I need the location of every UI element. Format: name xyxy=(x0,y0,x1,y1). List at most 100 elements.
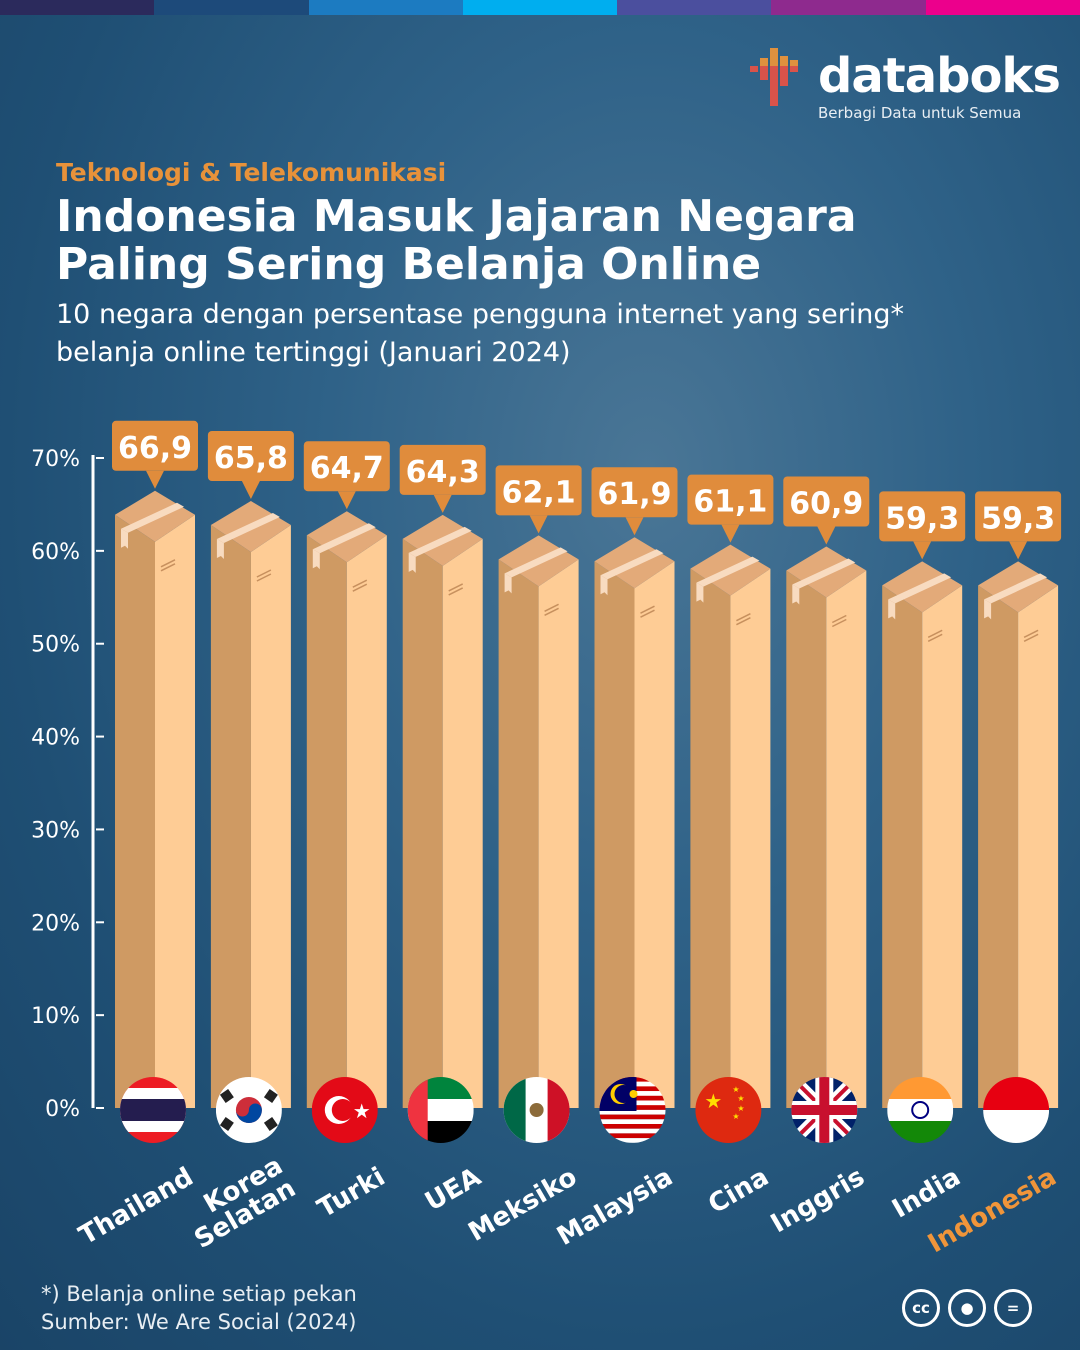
top-color-bar xyxy=(0,0,1080,15)
category-label-text: UEA xyxy=(420,1162,486,1217)
fragile-label-icon xyxy=(927,629,943,639)
flag-part xyxy=(263,1089,278,1103)
flag-part xyxy=(331,1099,354,1121)
fragile-label-icon xyxy=(160,559,176,568)
flag-part: ★ xyxy=(732,1112,739,1121)
box-left-face xyxy=(882,585,923,1108)
box-tape xyxy=(504,573,512,594)
fragile-label-icon xyxy=(1023,633,1039,643)
value-label: 66,9 xyxy=(118,431,192,466)
box-right-face xyxy=(346,535,387,1108)
fragile-label-icon xyxy=(1023,629,1039,639)
category-label-text: Thailand xyxy=(74,1162,198,1251)
fragile-label-icon xyxy=(831,614,847,624)
box-tape xyxy=(600,549,664,580)
value-label-pointer xyxy=(1009,541,1028,560)
y-tick-label: 40% xyxy=(31,726,80,751)
value-label: 64,3 xyxy=(406,455,480,490)
cc-icon: cc xyxy=(902,1289,940,1327)
flag-part xyxy=(599,1133,666,1139)
flag-part: ★ xyxy=(704,1089,722,1113)
gb-flag-icon xyxy=(791,1077,858,1143)
value-label-bubble xyxy=(207,431,294,481)
y-tick-label: 20% xyxy=(31,911,80,936)
box-left-face xyxy=(786,570,827,1108)
box-left-face xyxy=(402,538,443,1108)
value-label-bubble xyxy=(399,444,486,495)
fragile-label-icon xyxy=(640,605,655,614)
flag-part: ★ xyxy=(732,1085,739,1094)
fragile-label-icon xyxy=(831,618,847,628)
bar-inggris: 60,9 Inggris xyxy=(766,476,870,1239)
box-right-face xyxy=(442,538,483,1108)
box-right-face xyxy=(155,514,195,1108)
box-right-face xyxy=(1018,585,1059,1108)
category-label: Thailand xyxy=(74,1162,198,1251)
fragile-label-icon xyxy=(640,609,655,618)
box-tape xyxy=(121,528,128,549)
value-label-pointer xyxy=(529,515,548,534)
value-label-pointer xyxy=(721,524,740,543)
top-bar-segment xyxy=(308,0,463,15)
top-bar-segment xyxy=(617,0,772,15)
box-right-face xyxy=(250,525,291,1108)
flag-part xyxy=(120,1099,186,1121)
license-icons: cc ● = xyxy=(902,1289,1032,1327)
logo-tagline: Berbagi Data untuk Semua xyxy=(818,104,1022,122)
top-bar-segment xyxy=(925,0,1080,15)
logo-bars-icon xyxy=(750,48,798,106)
y-tick-label: 10% xyxy=(31,1004,80,1029)
flag-part xyxy=(529,1103,544,1117)
top-bar-segment xyxy=(771,0,926,15)
mx-flag-icon xyxy=(503,1077,570,1143)
flag-part: ★ xyxy=(737,1094,744,1103)
flag-part xyxy=(503,1077,526,1143)
value-label: 65,8 xyxy=(214,441,288,476)
flag-part xyxy=(547,1077,570,1143)
value-label-bubble xyxy=(783,476,870,527)
box-tape xyxy=(408,552,416,573)
flag-part xyxy=(695,1077,762,1143)
box-tape xyxy=(600,575,608,596)
value-label: 64,7 xyxy=(310,451,384,486)
box-tape xyxy=(984,573,1048,604)
category-label: Turki xyxy=(313,1162,391,1224)
value-label-bubble xyxy=(687,474,774,525)
value-label-bubble xyxy=(495,465,582,516)
value-label-bubble xyxy=(591,467,678,518)
cn-flag-icon: ★ ★★★★ xyxy=(695,1077,762,1143)
flag-part xyxy=(911,1101,930,1119)
subtitle: 10 negara dengan persentase pengguna int… xyxy=(56,299,905,368)
flag-part xyxy=(407,1077,428,1143)
fragile-label-icon xyxy=(352,583,368,592)
flag-part xyxy=(599,1128,666,1134)
fragile-label-icon xyxy=(352,579,368,588)
box-tape xyxy=(216,539,224,559)
th-flag-icon xyxy=(120,1077,186,1143)
page-title: Indonesia Masuk Jajaran Negara Paling Se… xyxy=(56,191,857,290)
fragile-label-icon xyxy=(256,573,272,582)
box-left-face xyxy=(498,559,539,1108)
value-label: 59,3 xyxy=(885,501,959,536)
fragile-label-icon xyxy=(927,633,943,643)
flag-part: ★ xyxy=(353,1099,371,1123)
attribution-icon: ● xyxy=(948,1289,986,1327)
value-label-bubble xyxy=(303,441,390,492)
value-label-pointer xyxy=(625,517,644,536)
fragile-label-icon xyxy=(544,603,559,613)
fragile-label-icon xyxy=(544,607,559,617)
in-flag-icon xyxy=(887,1077,954,1143)
box-tape xyxy=(312,523,376,554)
box-tape xyxy=(121,502,184,533)
value-label-pointer xyxy=(913,541,932,560)
box-right-face xyxy=(922,585,963,1108)
flag-part xyxy=(219,1117,234,1131)
logo-wordmark: databoks xyxy=(818,48,1061,104)
fragile-label-icon xyxy=(736,612,751,622)
value-label-bubble xyxy=(879,491,966,542)
value-label: 62,1 xyxy=(502,475,576,510)
value-label-pointer xyxy=(337,491,356,510)
flag-part xyxy=(599,1119,666,1124)
flag-part xyxy=(235,1103,262,1124)
